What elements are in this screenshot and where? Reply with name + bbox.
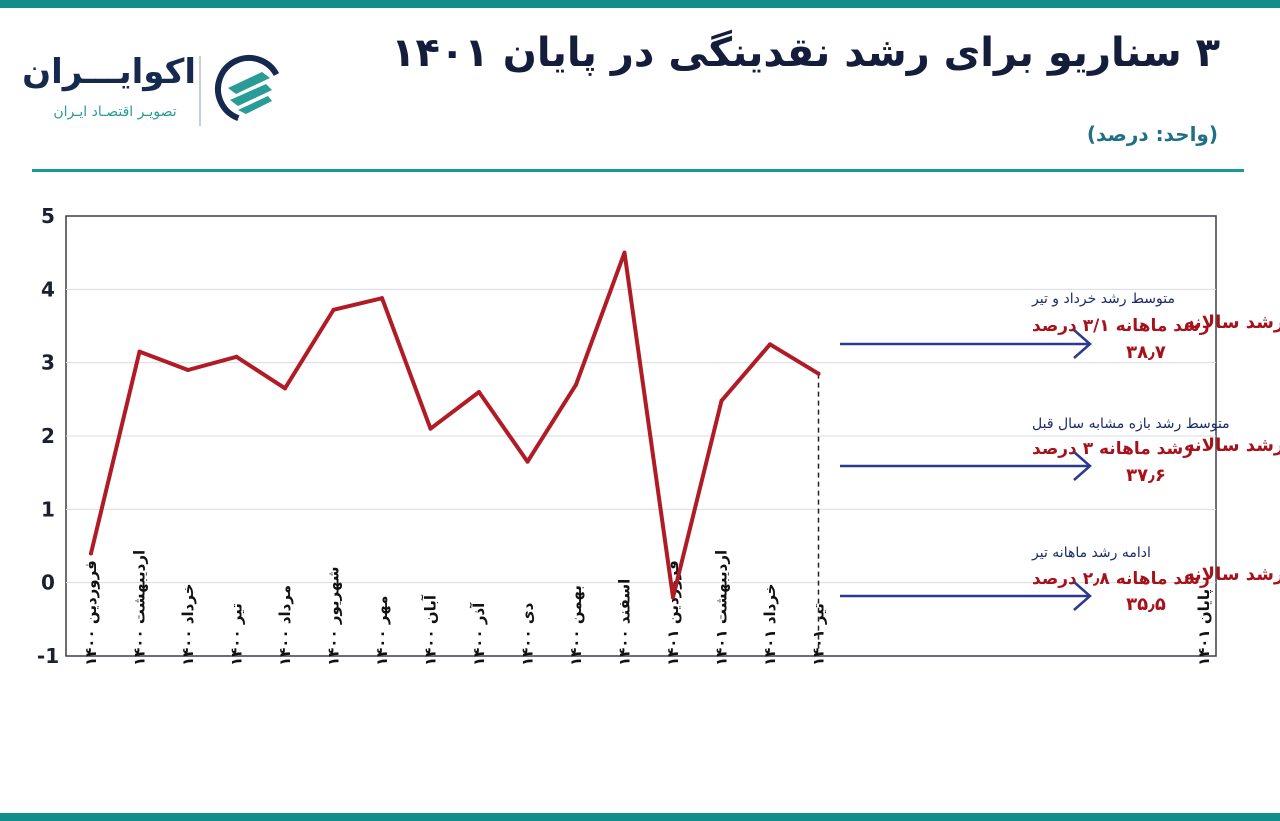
scenario-annual-value: ۳۷٫۶ [1126,465,1166,486]
header-divider [32,169,1244,172]
x-tick-label: شهریور ۱۴۰۰ [325,566,343,666]
y-tick-label: 3 [41,351,55,375]
y-axis-ticks: 5 4 3 2 1 0 -1 [37,204,59,668]
scenario-monthly-rate: رشد ماهانه ۳/۱ درصد [1032,316,1210,336]
x-tick-label: خرداد ۱۴۰۱ [761,583,779,666]
x-tick-label: اسفند ۱۴۰۰ [616,579,634,666]
scenario-1: متوسط رشد خرداد و تیر رشد ماهانه ۳/۱ درص… [840,291,1280,363]
data-points [89,250,821,600]
x-axis-ticks: فروردین ۱۴۰۰ اردیبهشت ۱۴۰۰ خرداد ۱۴۰۰ تیر ۱… [82,550,1214,666]
unit-label: (واحد: درصد) [1086,122,1218,146]
data-point [137,349,142,354]
liquidity-growth-chart: 5 4 3 2 1 0 -1 فروردین ۱۴۰۰ اردیبهشت ۱۴۰۰ خرداد … [37,204,1280,668]
y-tick-label: 2 [41,424,55,448]
data-point [89,551,93,556]
x-tick-label: تیر ۱۴۰۱ [810,603,828,666]
arrow-right-icon [1073,451,1092,481]
y-tick-label: 4 [41,277,55,301]
data-point [768,342,772,347]
scenario-annual-value: ۳۵٫۵ [1126,594,1166,615]
x-tick-label: فروردین ۱۴۰۰ [82,560,100,666]
x-tick-label: خرداد ۱۴۰۰ [179,583,197,666]
x-tick-label: دی ۱۴۰۰ [519,602,537,666]
data-point [283,386,287,391]
data-point [234,354,239,359]
x-tick-label: آذر ۱۴۰۰ [470,602,488,666]
data-point [186,368,190,372]
x-tick-label: تیر ۱۴۰۰ [228,603,246,666]
data-point [622,250,627,255]
x-tick-label: مرداد ۱۴۰۰ [276,585,294,666]
arrow-right-icon [1073,581,1092,611]
data-point [671,595,675,600]
scenario-annual-label: رشد سالانه [1184,564,1280,585]
data-point [574,382,578,387]
x-tick-label: اردیبهشت ۱۴۰۱ [713,550,731,666]
x-tick-label: بهمن ۱۴۰۰ [567,585,585,666]
x-tick-label: پایان ۱۴۰۱ [1195,589,1214,666]
scenario-annual-label: رشد سالانه [1184,312,1280,333]
scenario-heading: متوسط رشد خرداد و تیر [1031,291,1175,307]
data-point [380,296,384,301]
scenario-heading: متوسط رشد بازه مشابه سال قبل [1032,416,1230,432]
x-tick-label: آبان ۱۴۰۰ [422,594,440,666]
brand-separator [199,56,201,126]
scenario-heading: ادامه رشد ماهانه تیر [1031,545,1151,561]
bottom-accent-bar [0,813,1280,821]
data-point [331,307,336,312]
y-tick-label: 0 [41,571,55,595]
y-tick-label: 1 [41,497,55,521]
arrow-right-icon [1073,329,1092,359]
top-accent-bar [0,0,1280,8]
data-point [428,426,433,431]
data-point [477,390,481,394]
scenario-annual-value: ۳۸٫۷ [1126,342,1166,363]
y-tick-label: 5 [41,204,55,228]
data-point [816,371,821,376]
brand-tagline: تصویـر اقتصـاد ایـران [53,104,177,120]
x-tick-label: اردیبهشت ۱۴۰۰ [131,550,149,666]
scenario-3: ادامه رشد ماهانه تیر رشد ماهانه ۲٫۸ درصد… [840,545,1280,615]
data-point [525,459,530,464]
scenario-annual-label: رشد سالانه [1184,435,1280,456]
y-tick-label: -1 [37,644,59,668]
series-line [89,250,821,600]
ecoiran-logo-icon [215,55,283,123]
scenario-monthly-rate: رشد ماهانه ۳ درصد [1032,439,1193,459]
page-title: ۳ سناریو برای رشد نقدینگی در پایان ۱۴۰۱ [391,30,1220,76]
scenario-2: متوسط رشد بازه مشابه سال قبل رشد ماهانه … [840,416,1280,486]
x-tick-label: مهر ۱۴۰۰ [373,596,391,666]
brand-name: اکوایـــران [22,52,196,92]
data-point [719,398,724,403]
